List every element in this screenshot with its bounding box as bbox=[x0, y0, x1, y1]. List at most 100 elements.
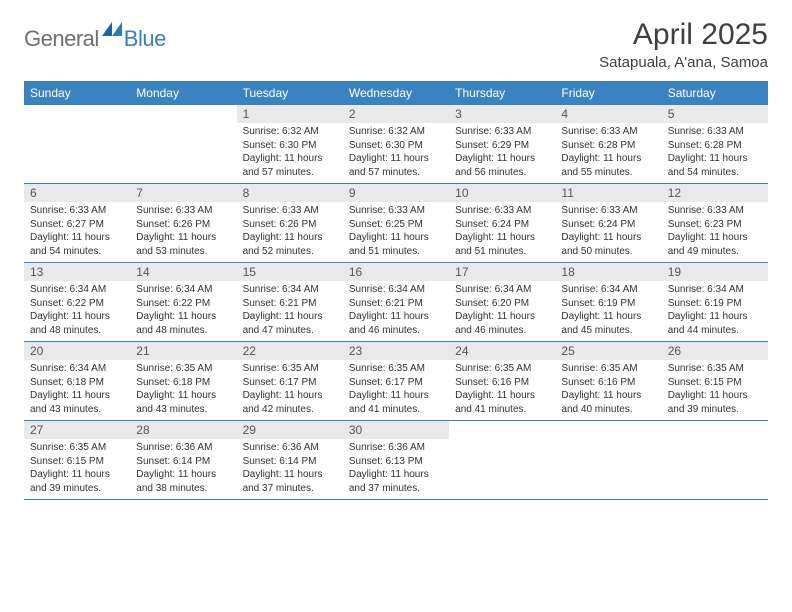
day-header-cell: Sunday bbox=[24, 81, 130, 105]
day-body: Sunrise: 6:33 AMSunset: 6:29 PMDaylight:… bbox=[449, 123, 555, 183]
day-cell: 6Sunrise: 6:33 AMSunset: 6:27 PMDaylight… bbox=[24, 184, 130, 262]
daylight-text-2: and 57 minutes. bbox=[243, 166, 337, 180]
day-body: Sunrise: 6:34 AMSunset: 6:22 PMDaylight:… bbox=[24, 281, 130, 341]
daylight-text-1: Daylight: 11 hours bbox=[668, 231, 762, 245]
sunset-text: Sunset: 6:15 PM bbox=[30, 455, 124, 469]
day-body: Sunrise: 6:33 AMSunset: 6:28 PMDaylight:… bbox=[555, 123, 661, 183]
day-number: 5 bbox=[662, 105, 768, 123]
day-number: 16 bbox=[343, 263, 449, 281]
daylight-text-1: Daylight: 11 hours bbox=[455, 231, 549, 245]
day-cell: 28Sunrise: 6:36 AMSunset: 6:14 PMDayligh… bbox=[130, 421, 236, 499]
daylight-text-2: and 44 minutes. bbox=[668, 324, 762, 338]
day-number: 28 bbox=[130, 421, 236, 439]
sunrise-text: Sunrise: 6:33 AM bbox=[455, 125, 549, 139]
daylight-text-2: and 50 minutes. bbox=[561, 245, 655, 259]
daylight-text-1: Daylight: 11 hours bbox=[30, 389, 124, 403]
daylight-text-1: Daylight: 11 hours bbox=[30, 468, 124, 482]
daylight-text-2: and 52 minutes. bbox=[243, 245, 337, 259]
sunrise-text: Sunrise: 6:36 AM bbox=[243, 441, 337, 455]
daylight-text-2: and 41 minutes. bbox=[349, 403, 443, 417]
logo-text-general: General bbox=[24, 26, 99, 52]
daylight-text-2: and 56 minutes. bbox=[455, 166, 549, 180]
daylight-text-1: Daylight: 11 hours bbox=[30, 231, 124, 245]
day-cell: 30Sunrise: 6:36 AMSunset: 6:13 PMDayligh… bbox=[343, 421, 449, 499]
sunset-text: Sunset: 6:22 PM bbox=[136, 297, 230, 311]
daylight-text-1: Daylight: 11 hours bbox=[561, 152, 655, 166]
daylight-text-2: and 37 minutes. bbox=[349, 482, 443, 496]
sunrise-text: Sunrise: 6:35 AM bbox=[561, 362, 655, 376]
day-number: 25 bbox=[555, 342, 661, 360]
title-block: April 2025 Satapuala, A'ana, Samoa bbox=[599, 18, 768, 71]
daylight-text-2: and 48 minutes. bbox=[30, 324, 124, 338]
day-cell: 15Sunrise: 6:34 AMSunset: 6:21 PMDayligh… bbox=[237, 263, 343, 341]
day-cell: 17Sunrise: 6:34 AMSunset: 6:20 PMDayligh… bbox=[449, 263, 555, 341]
sunrise-text: Sunrise: 6:33 AM bbox=[668, 204, 762, 218]
day-number: 15 bbox=[237, 263, 343, 281]
day-cell bbox=[130, 105, 236, 183]
sunrise-text: Sunrise: 6:34 AM bbox=[668, 283, 762, 297]
day-number bbox=[555, 421, 661, 439]
daylight-text-2: and 46 minutes. bbox=[349, 324, 443, 338]
week-row: 6Sunrise: 6:33 AMSunset: 6:27 PMDaylight… bbox=[24, 184, 768, 263]
daylight-text-1: Daylight: 11 hours bbox=[136, 231, 230, 245]
day-header-cell: Tuesday bbox=[237, 81, 343, 105]
day-cell: 11Sunrise: 6:33 AMSunset: 6:24 PMDayligh… bbox=[555, 184, 661, 262]
sunset-text: Sunset: 6:19 PM bbox=[668, 297, 762, 311]
sunrise-text: Sunrise: 6:35 AM bbox=[243, 362, 337, 376]
daylight-text-1: Daylight: 11 hours bbox=[243, 389, 337, 403]
sunset-text: Sunset: 6:17 PM bbox=[349, 376, 443, 390]
day-body: Sunrise: 6:33 AMSunset: 6:25 PMDaylight:… bbox=[343, 202, 449, 262]
day-body: Sunrise: 6:36 AMSunset: 6:13 PMDaylight:… bbox=[343, 439, 449, 499]
daylight-text-1: Daylight: 11 hours bbox=[349, 389, 443, 403]
day-body: Sunrise: 6:35 AMSunset: 6:16 PMDaylight:… bbox=[555, 360, 661, 420]
day-number bbox=[130, 105, 236, 123]
day-body: Sunrise: 6:35 AMSunset: 6:16 PMDaylight:… bbox=[449, 360, 555, 420]
daylight-text-2: and 43 minutes. bbox=[136, 403, 230, 417]
sunrise-text: Sunrise: 6:34 AM bbox=[30, 283, 124, 297]
day-number: 20 bbox=[24, 342, 130, 360]
daylight-text-1: Daylight: 11 hours bbox=[243, 152, 337, 166]
day-header-cell: Wednesday bbox=[343, 81, 449, 105]
day-cell: 2Sunrise: 6:32 AMSunset: 6:30 PMDaylight… bbox=[343, 105, 449, 183]
sunrise-text: Sunrise: 6:34 AM bbox=[30, 362, 124, 376]
sunrise-text: Sunrise: 6:35 AM bbox=[455, 362, 549, 376]
daylight-text-2: and 51 minutes. bbox=[349, 245, 443, 259]
sunrise-text: Sunrise: 6:36 AM bbox=[349, 441, 443, 455]
sunset-text: Sunset: 6:13 PM bbox=[349, 455, 443, 469]
day-body: Sunrise: 6:34 AMSunset: 6:19 PMDaylight:… bbox=[662, 281, 768, 341]
day-number: 18 bbox=[555, 263, 661, 281]
week-row: 13Sunrise: 6:34 AMSunset: 6:22 PMDayligh… bbox=[24, 263, 768, 342]
sunrise-text: Sunrise: 6:35 AM bbox=[136, 362, 230, 376]
day-cell: 9Sunrise: 6:33 AMSunset: 6:25 PMDaylight… bbox=[343, 184, 449, 262]
sunset-text: Sunset: 6:14 PM bbox=[136, 455, 230, 469]
sunset-text: Sunset: 6:17 PM bbox=[243, 376, 337, 390]
sunrise-text: Sunrise: 6:34 AM bbox=[243, 283, 337, 297]
sunset-text: Sunset: 6:29 PM bbox=[455, 139, 549, 153]
day-number: 22 bbox=[237, 342, 343, 360]
daylight-text-2: and 42 minutes. bbox=[243, 403, 337, 417]
day-number: 12 bbox=[662, 184, 768, 202]
daylight-text-1: Daylight: 11 hours bbox=[668, 389, 762, 403]
day-number: 23 bbox=[343, 342, 449, 360]
day-cell bbox=[662, 421, 768, 499]
daylight-text-1: Daylight: 11 hours bbox=[243, 310, 337, 324]
sunrise-text: Sunrise: 6:33 AM bbox=[561, 125, 655, 139]
day-body: Sunrise: 6:34 AMSunset: 6:21 PMDaylight:… bbox=[343, 281, 449, 341]
day-cell: 5Sunrise: 6:33 AMSunset: 6:28 PMDaylight… bbox=[662, 105, 768, 183]
day-body: Sunrise: 6:32 AMSunset: 6:30 PMDaylight:… bbox=[343, 123, 449, 183]
sunset-text: Sunset: 6:16 PM bbox=[455, 376, 549, 390]
day-body: Sunrise: 6:33 AMSunset: 6:27 PMDaylight:… bbox=[24, 202, 130, 262]
day-header-row: SundayMondayTuesdayWednesdayThursdayFrid… bbox=[24, 81, 768, 105]
daylight-text-1: Daylight: 11 hours bbox=[561, 389, 655, 403]
day-cell bbox=[449, 421, 555, 499]
daylight-text-1: Daylight: 11 hours bbox=[243, 231, 337, 245]
sunset-text: Sunset: 6:16 PM bbox=[561, 376, 655, 390]
week-row: 20Sunrise: 6:34 AMSunset: 6:18 PMDayligh… bbox=[24, 342, 768, 421]
sunrise-text: Sunrise: 6:33 AM bbox=[349, 204, 443, 218]
day-body: Sunrise: 6:34 AMSunset: 6:19 PMDaylight:… bbox=[555, 281, 661, 341]
sunrise-text: Sunrise: 6:35 AM bbox=[668, 362, 762, 376]
daylight-text-2: and 46 minutes. bbox=[455, 324, 549, 338]
day-body: Sunrise: 6:34 AMSunset: 6:20 PMDaylight:… bbox=[449, 281, 555, 341]
day-cell: 23Sunrise: 6:35 AMSunset: 6:17 PMDayligh… bbox=[343, 342, 449, 420]
sunset-text: Sunset: 6:22 PM bbox=[30, 297, 124, 311]
